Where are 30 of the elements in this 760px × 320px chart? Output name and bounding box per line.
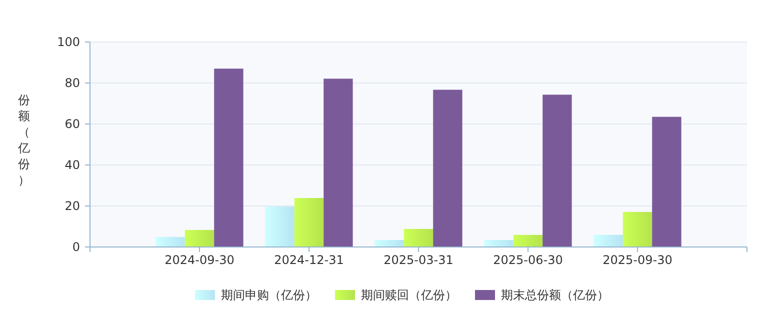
bar <box>433 90 462 247</box>
legend-label: 期末总份额（亿份） <box>501 288 609 302</box>
y-tick-label: 80 <box>64 76 80 90</box>
y-tick-label: 20 <box>64 199 80 214</box>
bar <box>294 198 324 247</box>
bar <box>652 116 682 247</box>
x-tick-label: 2025-06-30 <box>493 253 563 267</box>
bar <box>374 240 404 247</box>
bar <box>542 94 572 247</box>
legend-label: 期间申购（亿份） <box>221 288 317 302</box>
y-tick-label: 0 <box>72 240 80 254</box>
bar <box>184 230 214 247</box>
bar <box>324 78 353 247</box>
y-tick-label: 100 <box>57 35 80 50</box>
bar <box>404 228 434 247</box>
y-tick-label: 40 <box>64 158 80 172</box>
y-tick-label: 60 <box>64 117 80 132</box>
x-tick-label: 2024-12-31 <box>274 253 344 267</box>
x-tick-label: 2025-03-31 <box>384 253 454 267</box>
bar <box>594 234 623 247</box>
bar <box>214 68 244 247</box>
x-tick-label: 2024-09-30 <box>164 253 234 267</box>
bar <box>484 240 514 247</box>
bar <box>265 206 294 247</box>
bar <box>622 212 652 247</box>
legend-label: 期间赎回（亿份） <box>361 288 457 302</box>
bar <box>513 234 543 247</box>
x-tick-label: 2025-09-30 <box>602 253 672 267</box>
y-axis-title: 份额（亿份） <box>17 93 30 187</box>
bar <box>156 236 185 247</box>
